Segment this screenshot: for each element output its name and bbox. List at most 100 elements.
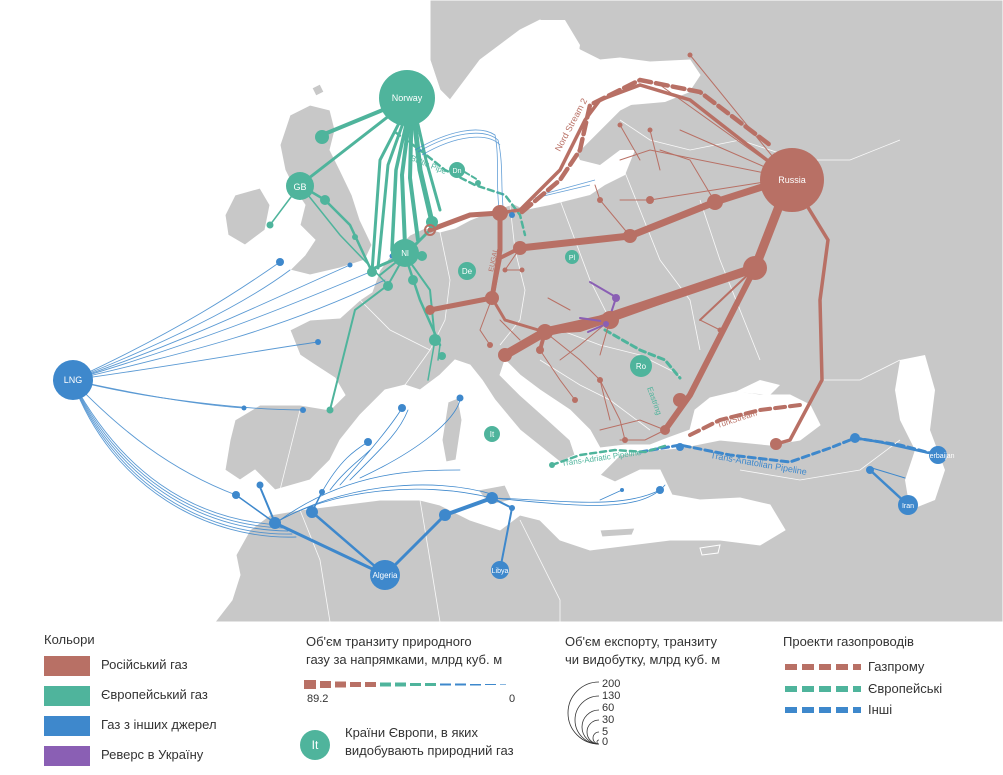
node (572, 397, 578, 403)
node (232, 491, 240, 499)
legend-color-label-russian: Російський газ (101, 657, 188, 672)
node (687, 52, 693, 58)
node (347, 262, 353, 268)
export-title-line1: Об'єм експорту, транзиту (565, 634, 717, 649)
legend-color-label-other: Газ з інших джерел (101, 717, 217, 732)
node (352, 234, 358, 240)
label-de: De (462, 267, 473, 276)
land-crete (599, 527, 636, 538)
node (612, 294, 620, 302)
swatch-other-gas (44, 716, 90, 736)
node (256, 481, 264, 489)
transit-scale-segment (335, 681, 346, 688)
node (502, 267, 508, 273)
export-scale-5: 5 (602, 726, 609, 738)
node (850, 433, 860, 443)
project-label-european: Європейські (868, 681, 943, 696)
node (549, 462, 555, 468)
node (536, 346, 544, 354)
transit-scale-segment (320, 681, 331, 688)
label-ro: Ro (636, 362, 647, 371)
node (439, 509, 451, 521)
node (509, 212, 515, 218)
label-gb: GB (293, 182, 306, 192)
russia-circle (760, 148, 824, 212)
export-scale-circles (567, 677, 606, 747)
transit-scale-segment (455, 683, 466, 686)
transit-scale-segment (425, 683, 436, 686)
legend-color-label-reverse: Реверс в Україну (101, 747, 204, 762)
node (475, 180, 481, 186)
node (425, 305, 435, 315)
node (424, 224, 436, 236)
export-scale-30: 30 (602, 714, 615, 726)
node (300, 407, 306, 413)
node (513, 241, 527, 255)
node (306, 506, 318, 518)
node (601, 311, 619, 329)
russian-gas-nodes (424, 52, 782, 450)
transit-min-label: 0 (509, 693, 516, 705)
label-dn: Dn (453, 168, 462, 175)
label-it: It (490, 430, 495, 439)
node (266, 221, 274, 229)
node (597, 197, 603, 203)
export-scale-130: 130 (602, 690, 621, 702)
norway-circle (379, 70, 435, 126)
export-scale-60: 60 (602, 702, 615, 714)
transit-scale-segment (395, 682, 406, 687)
node (429, 334, 441, 346)
projects-swatches (785, 664, 861, 713)
land-cyprus (699, 544, 721, 556)
node (383, 281, 393, 291)
label-algeria: Algeria (373, 571, 398, 580)
caspian-sea (895, 355, 945, 510)
transit-scale-segment (380, 682, 391, 687)
node (676, 443, 684, 451)
label-libya: Libya (492, 568, 509, 575)
it-circle (484, 426, 500, 442)
legend-colors-title: Кольори (44, 632, 95, 647)
algeria-circle (370, 560, 400, 590)
libya-circle (491, 561, 509, 579)
map-labels: Norway GB Dn Nl De Pl Ro It Russia LNG A… (64, 93, 955, 580)
node (269, 517, 281, 529)
de-circle (458, 262, 476, 280)
producer-line2: видобувають природний газ (345, 743, 514, 758)
nl-circle (391, 239, 419, 267)
node (319, 489, 325, 495)
transit-scale-segment (485, 684, 496, 685)
lng-circle (53, 360, 93, 400)
node (398, 404, 406, 412)
label-russia: Russia (778, 175, 806, 185)
node (537, 324, 553, 340)
node (866, 466, 874, 474)
node (492, 205, 508, 221)
label-norway: Norway (392, 93, 423, 103)
node (276, 258, 284, 266)
node (622, 437, 628, 443)
land-ireland (224, 187, 271, 246)
swatch-russian-gas (44, 656, 90, 676)
swatch-reverse-ukraine (44, 746, 90, 766)
gb-circle (286, 172, 314, 200)
pl-circle (565, 250, 579, 264)
transit-scale-segment (350, 682, 361, 687)
node (485, 291, 499, 305)
transit-scale-segment (365, 682, 376, 687)
node (647, 127, 653, 133)
legend: Кольори Російський газ Європейський газ … (0, 622, 1003, 775)
transit-scale-segment (410, 683, 421, 686)
node (660, 425, 670, 435)
node (646, 196, 654, 204)
node (519, 267, 525, 273)
node (486, 492, 498, 504)
node (498, 348, 512, 362)
baltic-sea (505, 80, 635, 210)
node (315, 339, 321, 345)
node (620, 488, 624, 492)
skagerrak (430, 150, 510, 190)
node (320, 195, 330, 205)
node (364, 438, 372, 446)
node (597, 377, 603, 383)
